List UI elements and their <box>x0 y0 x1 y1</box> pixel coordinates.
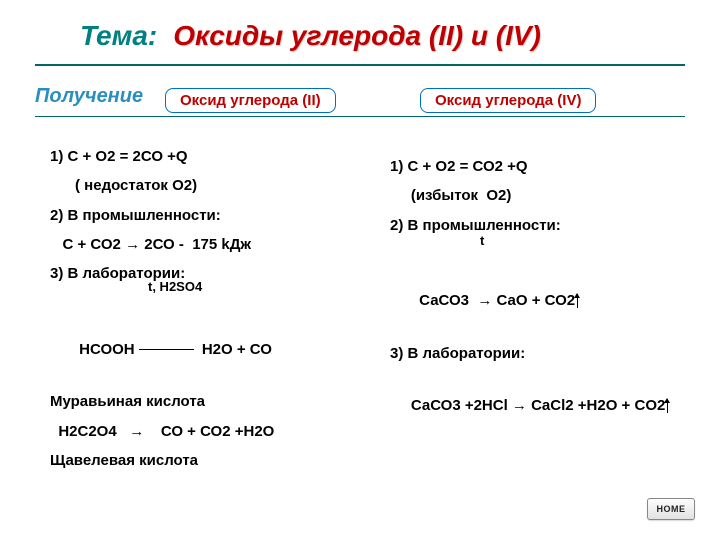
title-divider <box>35 64 685 66</box>
subheading: Получение <box>35 85 143 108</box>
left-eq-5: Н2С2О4 → СО + СО2 +Н2О <box>50 420 360 443</box>
topic-title: Оксиды углерода (II) и (IV) <box>173 20 541 52</box>
reaction-line-icon <box>139 349 194 350</box>
badge-oxide-iv: Оксид углерода (IV) <box>420 88 596 113</box>
right-eq-1: 1) С + О2 = СО2 +Q <box>390 155 700 178</box>
topic-row: Тема: Оксиды углерода (II) и (IV) <box>80 20 541 52</box>
sub-divider <box>35 116 685 117</box>
left-eq-2: С + СО2 → 2СО - 175 kДж <box>50 233 360 256</box>
left-column: 1) С + О2 = 2СО +Q ( недостаток О2) 2) В… <box>50 145 360 478</box>
gas-arrow-icon <box>577 294 578 308</box>
left-eq-3-product: Н2О + СО <box>202 341 272 358</box>
left-heading-3: 3) В лаборатории: <box>50 262 360 285</box>
gas-arrow-icon <box>667 399 668 413</box>
right-eq-1-note: (избыток О2) <box>390 184 700 207</box>
right-heading-2: 2) В промышленности: <box>390 214 700 237</box>
badge-oxide-ii: Оксид углерода (II) <box>165 88 336 113</box>
left-eq-3-annotation: t, H2SO4 <box>148 277 202 297</box>
left-label-oxalic: Щавелевая кислота <box>50 449 360 472</box>
home-button[interactable]: HOME <box>647 498 695 520</box>
right-eq-3: СаСО3 +2HCl → CaCl2 +H2O + CO2 <box>390 371 700 441</box>
left-heading-2: 2) В промышленности: <box>50 204 360 227</box>
left-eq-3: t, H2SO4 НСООН Н2О + СО <box>50 291 360 384</box>
home-button-label: HOME <box>657 504 686 514</box>
topic-label: Тема: <box>80 20 157 52</box>
right-heading-3: 3) В лаборатории: <box>390 342 700 365</box>
left-eq-1-note: ( недостаток О2) <box>50 174 360 197</box>
left-eq-1: 1) С + О2 = 2СО +Q <box>50 145 360 168</box>
left-label-formic: Муравьиная кислота <box>50 390 360 413</box>
right-eq-3-body: СаСО3 +2HCl → CaCl2 +H2O + CO2 <box>407 397 666 414</box>
right-eq-2-body: СаСО3 → СаО + СО2 <box>407 292 575 309</box>
left-eq-3-reactant: НСООН <box>67 341 135 358</box>
right-eq-2: t СаСО3 → СаО + СО2 <box>390 243 700 336</box>
right-column: 1) С + О2 = СО2 +Q (избыток О2) 2) В про… <box>390 155 700 447</box>
right-eq-2-annotation: t <box>480 231 484 251</box>
